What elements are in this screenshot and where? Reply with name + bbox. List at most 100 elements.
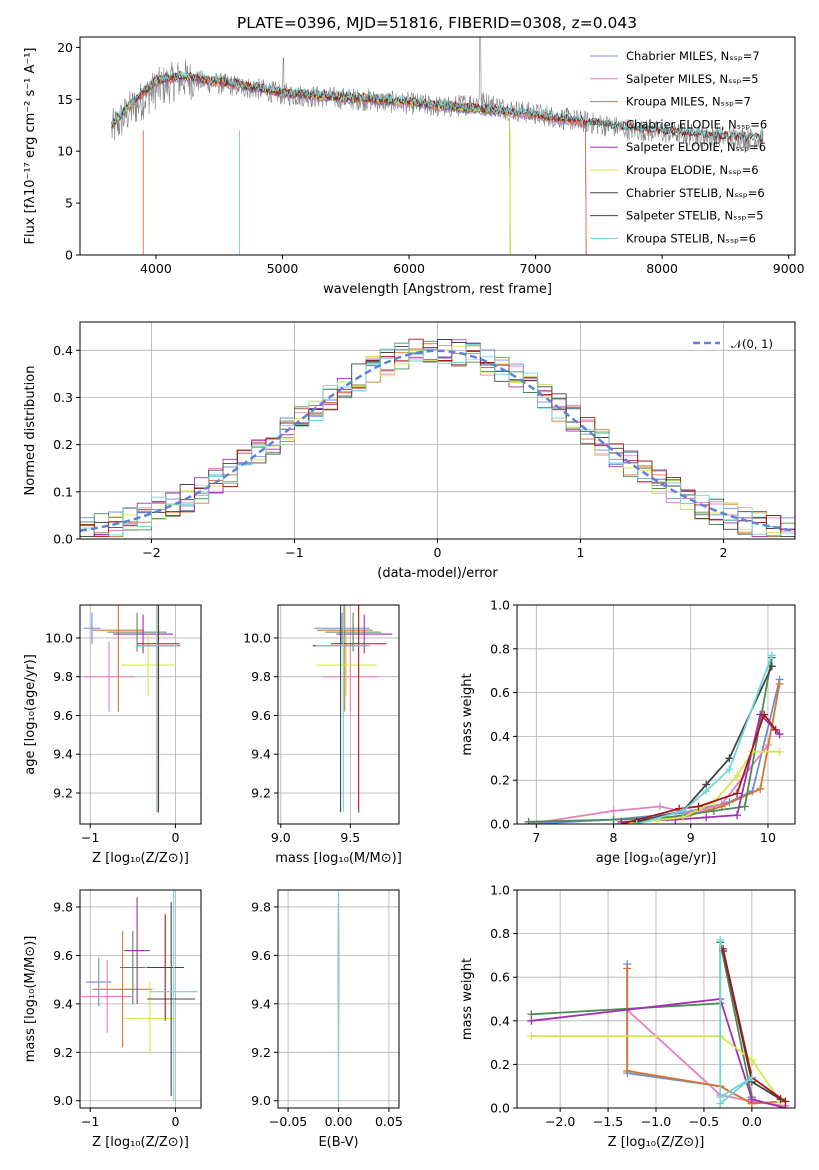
- legend-label: Chabrier STELIB, Nₛₛₚ=6: [626, 186, 765, 200]
- weight-line: [636, 665, 773, 823]
- y-tick-label: 9.8: [53, 669, 73, 684]
- x-tick-label: 0.00: [325, 1114, 353, 1129]
- weight-vs-age-axes: 7 8 9 10 0.0 0.2 0.4 0.6 0.8 1.0 age [log₁₀(age/yr…: [460, 598, 795, 866]
- y-tick-label: 9.8: [251, 669, 271, 684]
- x-tick-label: 0: [434, 545, 442, 560]
- weight-point: [733, 771, 742, 780]
- y-tick-label: 0.4: [490, 729, 510, 744]
- spectrum-plot: [111, 37, 764, 255]
- y-tick-label: 9.2: [53, 785, 73, 800]
- weight-point: [679, 806, 688, 815]
- y-axis-label: mass weight: [460, 673, 475, 755]
- weight-point: [632, 820, 641, 824]
- x-tick-label: 0.0: [742, 1114, 762, 1129]
- y-tick-label: 9.6: [53, 708, 73, 723]
- y-tick-label: 0.1: [53, 484, 73, 499]
- weight-point: [733, 811, 742, 820]
- weight-point: [671, 815, 680, 824]
- x-axis-label: wavelength [Angstrom, rest frame]: [323, 282, 552, 297]
- weight-point: [733, 789, 742, 798]
- weight-line: [626, 964, 753, 1105]
- x-axis-label: E(B-V): [318, 1135, 358, 1150]
- legend-label: Kroupa ELODIE, Nₛₛₚ=6: [626, 163, 759, 177]
- spectrum-model-line: [111, 73, 587, 255]
- mass-vs-Z-frame: [79, 889, 202, 1109]
- y-tick-label: 9.0: [251, 1093, 271, 1108]
- y-tick-label: 9.8: [251, 899, 271, 914]
- weight-point: [709, 806, 718, 815]
- mass-vs-Z-plot: [81, 890, 198, 1101]
- x-tick-label: −0.5: [689, 1114, 719, 1129]
- legend-label: 𝒩(0, 1): [731, 337, 773, 351]
- y-tick-label: 9.2: [251, 1045, 271, 1060]
- figure-title: PLATE=0396, MJD=51816, FIBERID=0308, z=0…: [237, 14, 637, 32]
- y-tick-label: 0.2: [490, 773, 510, 788]
- spectrum-model-line: [111, 70, 763, 143]
- mass-vs-EBV-frame: [277, 889, 400, 1109]
- legend-label: Chabrier ELODIE, Nₛₛₚ=6: [626, 117, 767, 131]
- x-axis-label: Z [log₁₀(Z/Z⊙)]: [608, 1135, 705, 1150]
- weight-vs-Z-frame: [516, 889, 796, 1109]
- y-tick-label: 9.0: [53, 1093, 73, 1108]
- y-tick-label: 1.0: [490, 883, 510, 898]
- y-tick-label: 5: [65, 196, 73, 211]
- spectrum-frame: [79, 36, 796, 256]
- weight-vs-age-plot: [524, 651, 784, 824]
- x-axis-label: age [log₁₀(age/yr)]: [596, 851, 717, 866]
- mass-vs-EBV-axes: −0.05 0.00 0.05 9.0 9.2 9.4 9.6 9.8 E(B-V): [251, 890, 403, 1150]
- y-tick-label: 0.2: [53, 437, 73, 452]
- weight-vs-Z-plot: [527, 936, 790, 1108]
- y-tick-label: 0.0: [490, 817, 510, 832]
- weight-line: [528, 679, 781, 824]
- weight-point: [747, 1073, 756, 1082]
- x-tick-label: −1.0: [641, 1114, 671, 1129]
- weight-line: [528, 657, 773, 823]
- weight-point: [609, 806, 618, 815]
- x-tick-label: 9.0: [271, 830, 291, 845]
- weight-point: [527, 1032, 536, 1041]
- weight-line: [636, 655, 773, 824]
- weight-point: [524, 817, 533, 824]
- age-vs-Z-plot: [83, 605, 180, 813]
- y-tick-label: 0.6: [490, 970, 510, 985]
- x-tick-label: −2.0: [545, 1114, 575, 1129]
- x-tick-label: 6000: [393, 261, 425, 276]
- x-tick-label: −0.05: [269, 1114, 307, 1129]
- x-tick-label: 10: [760, 830, 776, 845]
- weight-point: [775, 747, 784, 756]
- age-vs-Z-axes: −1 0 9.2 9.4 9.6 9.8 10.0 Z [log₁₀(Z/Z⊙)] age [l…: [23, 605, 201, 866]
- weight-point: [781, 1097, 790, 1106]
- normal-curve: [80, 349, 795, 532]
- weight-point: [771, 725, 780, 734]
- age-vs-mass-frame: [277, 604, 400, 825]
- age-vs-Z-frame: [79, 604, 202, 825]
- weight-point: [527, 1016, 536, 1025]
- y-axis-label: Flux [fλ10⁻¹⁷ erg cm⁻² s⁻¹ A⁻¹]: [23, 48, 38, 245]
- y-tick-label: 20: [57, 40, 73, 55]
- weight-point: [609, 815, 618, 824]
- y-tick-label: 10.0: [243, 630, 271, 645]
- weight-point: [655, 802, 664, 811]
- weight-point: [767, 662, 776, 671]
- weight-point: [694, 802, 703, 811]
- weight-point: [767, 651, 776, 660]
- y-tick-label: 0.0: [53, 532, 73, 547]
- x-tick-label: −1: [285, 545, 303, 560]
- y-tick-label: 9.4: [53, 747, 73, 762]
- weight-point: [716, 936, 725, 945]
- weight-point: [702, 813, 711, 822]
- x-tick-label: 7000: [520, 261, 552, 276]
- x-tick-label: −1: [81, 830, 99, 845]
- age-vs-mass-plot: [312, 605, 393, 813]
- x-tick-label: 9: [687, 830, 695, 845]
- y-axis-label: Normed distribution: [23, 366, 38, 496]
- x-tick-label: 2: [720, 545, 728, 560]
- x-axis-label: Z [log₁₀(Z/Z⊙)]: [92, 1135, 189, 1150]
- x-tick-label: 5000: [267, 261, 299, 276]
- y-tick-label: 9.4: [251, 747, 271, 762]
- y-tick-label: 0.0: [490, 1101, 510, 1116]
- y-tick-label: 9.4: [53, 996, 73, 1011]
- x-tick-label: 1: [577, 545, 585, 560]
- x-axis-label: (data-model)/error: [377, 566, 498, 581]
- legend-label: Chabrier MILES, Nₛₛₚ=7: [626, 49, 760, 63]
